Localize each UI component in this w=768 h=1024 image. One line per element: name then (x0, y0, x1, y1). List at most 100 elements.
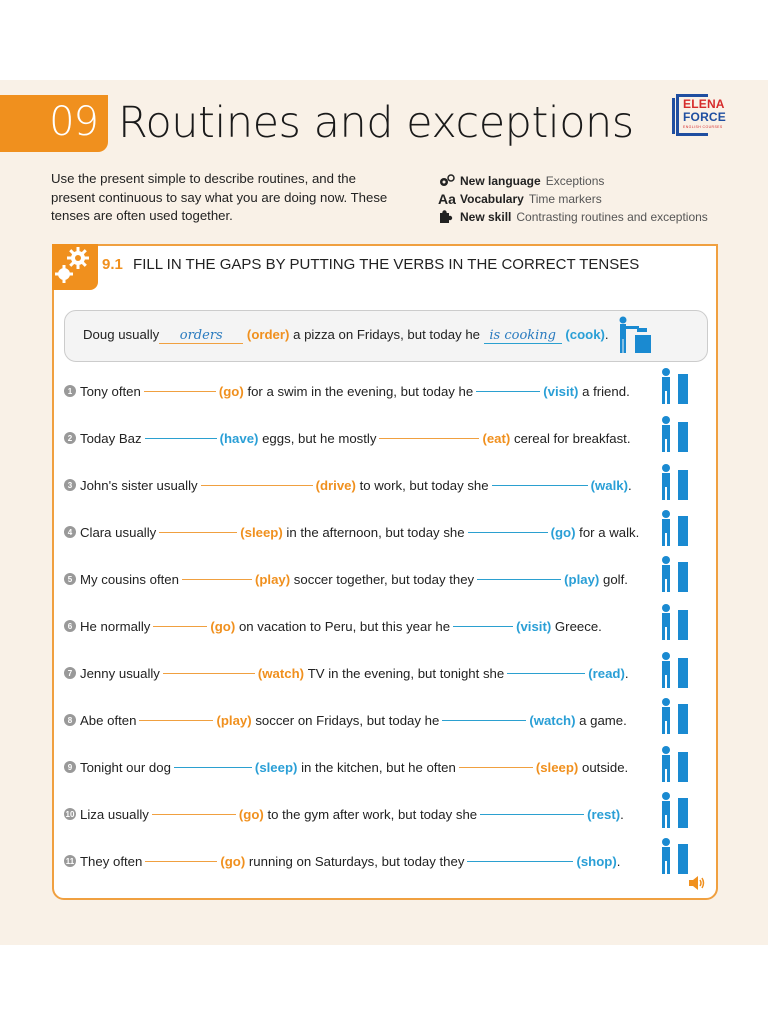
logo-line1: ELENA (683, 97, 725, 111)
answer-gap-1[interactable] (200, 484, 313, 486)
item-text-start: Clara usually (80, 524, 157, 540)
answer-gap-2[interactable] (476, 390, 541, 392)
answer-gap-1[interactable] (153, 625, 208, 627)
resting-bed-icon (662, 792, 688, 828)
item-text-end: . (616, 853, 621, 869)
item-verb-2: (sleep) (535, 759, 579, 775)
item-text-end: . (624, 665, 629, 681)
item-text-middle: in the afternoon, but today she (286, 524, 465, 540)
logo-bar (672, 98, 675, 134)
exercise-number: 9.1 (102, 256, 123, 273)
meta-value: Exceptions (545, 174, 605, 188)
item-verb-1: (watch) (257, 665, 305, 681)
exercise-item: 3 John's sister usually (drive) to work, b… (64, 475, 654, 495)
speaker-icon[interactable] (688, 876, 706, 890)
meta-new-skill: New skill Contrasting routines and excep… (438, 208, 708, 226)
example-answer-1: orders (159, 328, 244, 344)
item-text-middle: to work, but today she (359, 477, 489, 493)
item-verb-2: (visit) (516, 618, 552, 634)
answer-gap-1[interactable] (143, 390, 216, 392)
exercise-9-1: 9.1 FILL IN THE GAPS BY PUTTING THE VERB… (52, 244, 718, 900)
item-text-start: Jenny usually (80, 665, 160, 681)
item-verb-1: (drive) (315, 477, 356, 493)
gears-icon (55, 247, 89, 283)
item-text-start: Tony often (80, 383, 141, 399)
item-text-end: a game. (579, 712, 627, 728)
item-verb-2: (eat) (482, 430, 511, 446)
item-text-start: Today Baz (80, 430, 142, 446)
answer-gap-2[interactable] (442, 719, 527, 721)
exercise-item: 5 My cousins often (play) soccer together,… (64, 569, 654, 589)
meta-label: Vocabulary (460, 192, 524, 206)
item-text-start: Abe often (80, 712, 137, 728)
example-answer-2: is cooking (483, 328, 562, 344)
meta-value: Contrasting routines and exceptions (516, 210, 708, 224)
item-verb-1: (go) (210, 618, 236, 634)
item-verb-2: (shop) (576, 853, 617, 869)
item-number-badge: 8 (64, 714, 76, 726)
exercise-heading: 9.1 FILL IN THE GAPS BY PUTTING THE VERB… (102, 256, 639, 273)
item-number-badge: 5 (64, 573, 76, 585)
exercise-item: 7 Jenny usually (watch) TV in the evening,… (64, 663, 654, 683)
example-sentence: Doug usually orders (order) a pizza on Fr… (83, 327, 609, 344)
item-number-badge: 9 (64, 761, 76, 773)
item-text-middle: in the kitchen, but he often (301, 759, 456, 775)
answer-gap-1[interactable] (181, 578, 252, 580)
exercise-item: 8 Abe often (play) soccer on Fridays, but … (64, 710, 654, 730)
item-text-middle: to the gym after work, but today she (267, 806, 478, 822)
answer-gap-2[interactable] (467, 531, 548, 533)
answer-gap-1[interactable] (159, 531, 238, 533)
item-text-end: Greece. (554, 618, 602, 634)
item-text-start: Tonight our dog (80, 759, 171, 775)
example-text: Doug usually (83, 327, 160, 342)
meta-label: New skill (460, 210, 512, 224)
answer-gap-2[interactable] (507, 672, 586, 674)
item-number-badge: 4 (64, 526, 76, 538)
item-number-badge: 7 (64, 667, 76, 679)
item-text-middle: soccer on Fridays, but today he (255, 712, 440, 728)
answer-gap-1[interactable] (139, 719, 214, 721)
example-verb-2: (cook) (565, 327, 605, 342)
exercise-item: 10 Liza usually (go) to the gym after work… (64, 804, 654, 824)
item-text-end: golf. (602, 571, 628, 587)
logo-line2: FORCE (683, 110, 726, 124)
answer-gap-2[interactable] (453, 625, 514, 627)
item-text-end: cereal for breakfast. (513, 430, 631, 446)
logo-line3: ENGLISH COURSES (683, 125, 723, 129)
item-number-badge: 6 (64, 620, 76, 632)
item-verb-1: (go) (220, 853, 246, 869)
item-verb-1: (go) (218, 383, 244, 399)
item-text-end: outside. (582, 759, 629, 775)
item-text-start: Liza usually (80, 806, 149, 822)
item-text-end: for a walk. (579, 524, 640, 540)
item-number-badge: 1 (64, 385, 76, 397)
watching-tv-icon (662, 698, 688, 734)
answer-gap-1[interactable] (173, 766, 252, 768)
item-text-middle: on vacation to Peru, but this year he (238, 618, 451, 634)
item-verb-1: (sleep) (240, 524, 283, 540)
answer-gap-2[interactable] (491, 484, 588, 486)
answer-gap-2[interactable] (379, 437, 480, 439)
answer-gap-1[interactable] (145, 860, 218, 862)
answer-gap-2[interactable] (477, 578, 562, 580)
exercise-item: 1 Tony often (go) for a swim in the evenin… (64, 381, 654, 401)
gears-icon (438, 174, 460, 188)
answer-gap-2[interactable] (480, 813, 585, 815)
answer-gap-1[interactable] (162, 672, 255, 674)
exercise-item: 9 Tonight our dog (sleep) in the kitchen, … (64, 757, 654, 777)
meta-value: Time markers (528, 192, 602, 206)
item-verb-2: (visit) (543, 383, 579, 399)
answer-gap-2[interactable] (458, 766, 533, 768)
workbook-page: 09 Routines and exceptions ELENA FORCE E… (0, 80, 768, 945)
meta-vocabulary: Aa Vocabulary Time markers (438, 190, 708, 208)
item-text-middle: soccer together, but today they (293, 571, 475, 587)
answer-gap-1[interactable] (144, 437, 217, 439)
item-text-middle: eggs, but he mostly (262, 430, 377, 446)
item-text-end: . (627, 477, 632, 493)
item-verb-2: (play) (564, 571, 600, 587)
shopping-women-icon (662, 838, 688, 874)
item-number-badge: 10 (64, 808, 76, 820)
exercise-corner (52, 244, 98, 290)
answer-gap-2[interactable] (467, 860, 574, 862)
answer-gap-1[interactable] (151, 813, 236, 815)
